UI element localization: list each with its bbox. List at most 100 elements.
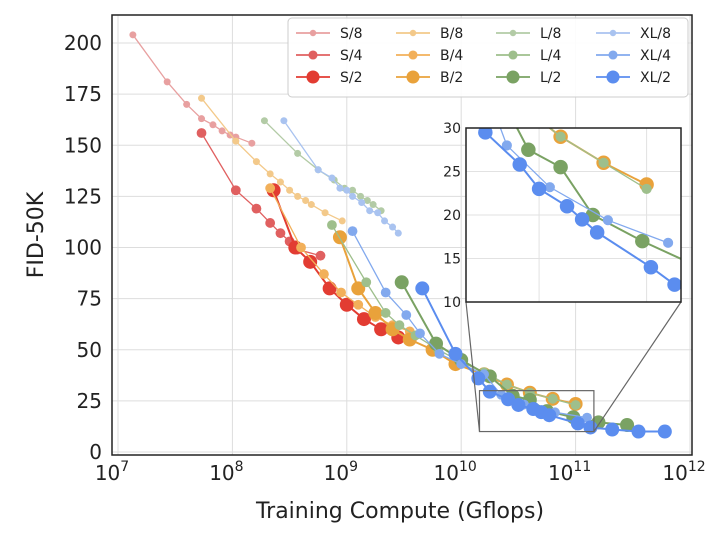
series-line — [548, 128, 647, 190]
data-point — [218, 127, 226, 135]
series-line — [515, 128, 681, 260]
data-point — [553, 159, 568, 175]
inset-y-tick-label: 20 — [443, 208, 461, 224]
inset-frame — [465, 127, 682, 303]
data-point — [275, 228, 286, 239]
data-point — [583, 420, 598, 435]
data-point — [369, 201, 377, 209]
data-point — [427, 1, 437, 11]
data-point — [667, 277, 681, 292]
legend-label: L/4 — [540, 48, 562, 64]
data-point — [357, 192, 365, 200]
legend-label: B/2 — [440, 70, 463, 86]
data-point — [163, 78, 171, 86]
legend-swatch-marker — [308, 50, 318, 60]
legend-item: L/4 — [496, 48, 562, 64]
legend-label: XL/8 — [640, 26, 671, 42]
data-point — [531, 181, 547, 197]
data-point — [294, 192, 302, 200]
y-tick-label: 200 — [64, 31, 102, 55]
data-point — [296, 242, 306, 253]
legend-label: S/4 — [340, 48, 363, 64]
data-point — [555, 131, 566, 142]
data-point — [280, 117, 288, 125]
data-point — [547, 393, 558, 404]
legend-swatch-marker — [309, 29, 317, 37]
data-point — [582, 412, 592, 423]
series-S-4 — [196, 128, 326, 261]
data-point — [265, 183, 276, 194]
data-point — [347, 226, 358, 237]
data-point — [361, 277, 372, 288]
y-tick-label: 175 — [64, 82, 102, 106]
legend-swatch-marker — [508, 50, 518, 60]
legend-swatch-marker — [509, 29, 517, 37]
data-point — [294, 149, 302, 157]
legend-label: B/8 — [440, 26, 463, 42]
legend-item: L/2 — [496, 70, 561, 86]
data-point — [570, 400, 581, 410]
data-point — [380, 287, 391, 298]
data-point — [598, 157, 609, 168]
data-point — [358, 199, 366, 207]
y-tick-labels: 0 25 50 75 100 125 150 175 200 — [64, 31, 102, 464]
legend-label: L/8 — [540, 26, 561, 42]
data-point — [307, 201, 315, 209]
data-point — [512, 157, 527, 172]
x-tick-labels: 107 108 109 1010 1011 1012 — [95, 459, 706, 485]
data-point — [248, 139, 256, 147]
series-line — [283, 120, 399, 234]
zoom-connector — [465, 301, 481, 432]
data-point — [544, 182, 555, 193]
data-point — [351, 281, 366, 296]
series-L-4 — [427, 1, 652, 194]
data-point — [663, 237, 674, 248]
plot-frame — [111, 14, 693, 456]
data-point — [338, 217, 346, 225]
data-point — [336, 184, 344, 192]
data-point — [657, 424, 672, 439]
inset-plot: 10 15 20 25 30 — [427, 1, 682, 311]
data-point — [368, 305, 383, 320]
y-tick-label: 75 — [77, 287, 102, 311]
inset-y-tick-label: 15 — [443, 252, 461, 268]
data-point — [198, 94, 206, 102]
x-tick-label: 1011 — [548, 459, 591, 485]
data-point — [521, 142, 536, 157]
zoom-region-box — [478, 390, 595, 433]
data-point — [314, 166, 322, 174]
series-B-8 — [198, 94, 346, 225]
data-point — [401, 310, 412, 320]
series-line — [132, 34, 253, 144]
data-point — [502, 379, 512, 390]
series-B-4 — [265, 183, 415, 337]
series-line — [200, 132, 321, 257]
series-XL-2 — [478, 128, 681, 292]
legend-label: XL/2 — [640, 70, 671, 86]
series-line — [482, 128, 681, 287]
data-point — [209, 121, 217, 129]
x-tick-label: 1010 — [434, 459, 477, 485]
y-tick-label: 125 — [64, 184, 102, 208]
series-L-8 — [260, 117, 385, 215]
series-XL-2 — [415, 281, 672, 439]
data-point — [380, 308, 391, 318]
legend-swatch-marker — [609, 29, 617, 37]
data-point — [319, 269, 329, 279]
data-point — [394, 275, 409, 290]
data-point — [286, 186, 294, 194]
data-point — [374, 322, 389, 337]
inset-zoom-indicator — [465, 301, 682, 433]
x-tick-label: 107 — [95, 459, 129, 485]
data-point — [327, 220, 337, 230]
data-point — [415, 281, 430, 296]
series-S-8 — [129, 31, 256, 147]
y-tick-label: 100 — [64, 236, 102, 260]
data-point — [315, 250, 326, 261]
series-XL-4 — [499, 128, 674, 248]
series-line — [499, 128, 669, 244]
series-line — [201, 97, 343, 222]
legend-item: B/8 — [396, 26, 463, 42]
data-point — [303, 254, 318, 269]
legend-label: XL/4 — [640, 48, 671, 64]
